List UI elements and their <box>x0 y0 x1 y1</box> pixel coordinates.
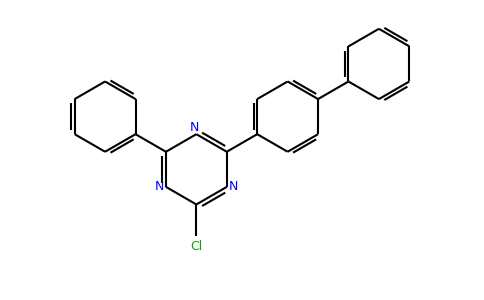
Text: Cl: Cl <box>190 240 202 253</box>
Text: N: N <box>155 180 164 194</box>
Text: N: N <box>190 122 199 134</box>
Text: N: N <box>228 180 238 194</box>
